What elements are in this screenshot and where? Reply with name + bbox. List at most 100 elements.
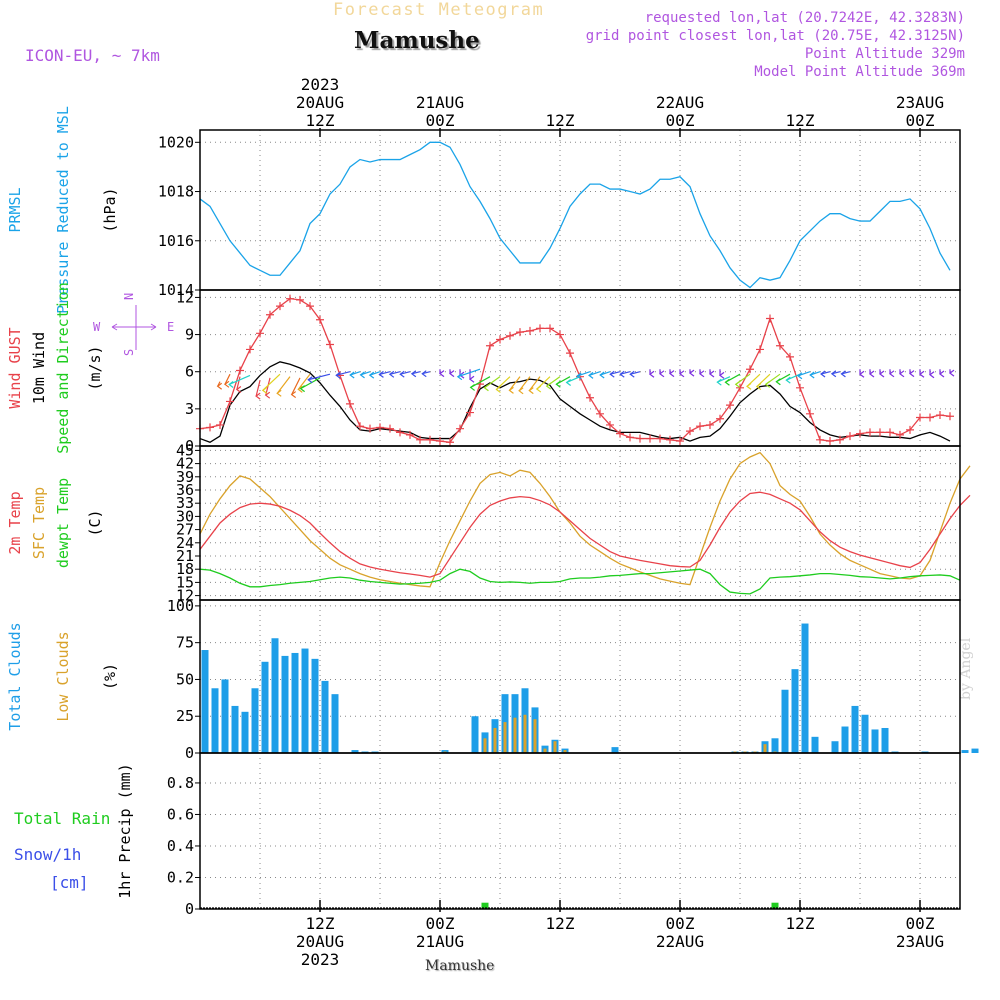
grid-coords: grid point closest lon,lat (20.75E, 42.3… [585, 28, 965, 44]
wind-direction-arrowhead [899, 370, 905, 378]
wind-gust-marker [896, 430, 904, 439]
sfc-temp-line [199, 451, 971, 588]
total-cloud-bar [301, 648, 309, 753]
wind-direction-arrow [265, 377, 271, 396]
wind-gust-marker [286, 294, 294, 303]
total-cloud-bar [961, 750, 969, 753]
wind-gust-marker [636, 434, 644, 443]
wind-gust-marker [536, 324, 544, 333]
y-axis-label: SFC Temp [30, 487, 48, 559]
wind-gust-marker [626, 433, 634, 442]
wind-gust-marker [506, 331, 514, 340]
wind-direction-arrowhead [679, 370, 685, 378]
wind-gust-marker [606, 420, 614, 429]
wind-direction-arrowhead [276, 389, 282, 397]
wind-gust-marker [276, 302, 284, 311]
wind-direction-arrowhead [307, 376, 313, 384]
wind-direction-arrowhead [689, 369, 695, 377]
wind-gust-marker [516, 328, 524, 337]
total-cloud-bar [261, 661, 269, 753]
y-tick-label: 1016 [158, 232, 194, 250]
panel-frame [199, 289, 961, 447]
wind-direction-arrow [228, 374, 251, 386]
wind-direction-arrowhead [508, 386, 514, 394]
wind-gust-marker [246, 345, 254, 354]
total-cloud-bar [811, 736, 819, 753]
y-tick-label: 25 [176, 707, 194, 725]
wind-direction-arrowhead [949, 369, 955, 377]
panel-frame [199, 752, 961, 910]
wind-direction-arrowhead [368, 371, 375, 379]
low-cloud-bar [533, 719, 537, 753]
wind-gust-marker [386, 424, 394, 433]
wind-direction-arrowhead [555, 380, 561, 388]
top-time-label: 22AUG [656, 93, 704, 112]
wind-gust-marker [526, 326, 534, 335]
wind-direction-arrowhead [869, 370, 875, 378]
wind-direction-arrow [588, 371, 601, 376]
wind-gust-marker [256, 329, 264, 338]
wind-direction-arrowhead [483, 384, 489, 392]
wind-direction-arrow [528, 376, 541, 391]
wind-gust-marker [906, 425, 914, 434]
total-cloud-bar [291, 652, 299, 753]
total-cloud-bar [611, 747, 619, 753]
y-tick-label: 33 [176, 494, 194, 512]
y-tick-label: 75 [176, 634, 194, 652]
wind-direction-arrowhead [228, 381, 234, 388]
wind-gust-marker [706, 420, 714, 429]
wind-direction-arrowhead [859, 370, 865, 378]
temp-2m-line [199, 491, 971, 578]
wind-direction-arrowhead [235, 385, 242, 393]
rain-bar [771, 902, 779, 909]
total-cloud-bar [881, 727, 889, 753]
y-tick-label: 21 [176, 547, 194, 565]
wind-speed-line [199, 361, 951, 444]
top-time-label: 00Z [426, 111, 455, 130]
total-cloud-bar [331, 694, 339, 753]
wind-direction-arrowhead [576, 372, 582, 380]
low-cloud-bar [553, 741, 557, 753]
wind-direction-arrowhead [469, 375, 475, 383]
wind-direction-arrowhead [609, 370, 615, 378]
rain-bar [481, 902, 489, 909]
total-cloud-bar [251, 688, 259, 753]
wind-gust-marker [656, 434, 664, 443]
low-cloud-bar [543, 748, 547, 753]
wind-gust-marker [546, 324, 554, 333]
y-axis-label: dewpt Temp [54, 478, 72, 568]
wind-direction-arrowhead [359, 371, 365, 379]
wind-direction-arrowhead [719, 371, 725, 379]
y-axis-label: (hPa) [101, 187, 119, 232]
wind-direction-arrowhead [349, 371, 355, 379]
wind-gust-marker [226, 397, 234, 406]
wind-gust-marker [296, 295, 304, 304]
wind-direction-arrowhead [649, 370, 655, 378]
bottom-time-label: 00Z [906, 914, 935, 933]
wind-direction-arrowhead [669, 370, 675, 378]
model-altitude: Model Point Altitude 369m [754, 64, 965, 80]
wind-gust-marker [786, 352, 794, 361]
top-time-label: 12Z [786, 111, 815, 130]
total-cloud-bar [271, 638, 279, 753]
wind-direction-arrowhead [410, 370, 417, 378]
wind-direction-arrowhead [734, 380, 741, 388]
top-time-label: 20AUG [296, 93, 344, 112]
wind-gust-marker [366, 424, 374, 433]
wind-direction-arrowhead [588, 371, 594, 379]
total-cloud-bar [841, 726, 849, 753]
y-tick-label: 39 [176, 468, 194, 486]
total-cloud-bar [211, 688, 219, 753]
y-tick-label: 0 [185, 900, 194, 918]
y-tick-label: 6 [185, 363, 194, 381]
wind-gust-marker [356, 422, 364, 431]
low-cloud-bar [523, 714, 527, 753]
wind-direction-arrow [236, 376, 241, 390]
top-time-label: 00Z [666, 111, 695, 130]
wind-gust-marker [766, 314, 774, 323]
wind-direction-arrow [255, 380, 261, 397]
wind-direction-arrow [308, 373, 331, 381]
wind-direction-arrowhead [659, 370, 665, 378]
wind-gust-marker [596, 409, 604, 418]
wind-gust-marker [856, 429, 864, 438]
